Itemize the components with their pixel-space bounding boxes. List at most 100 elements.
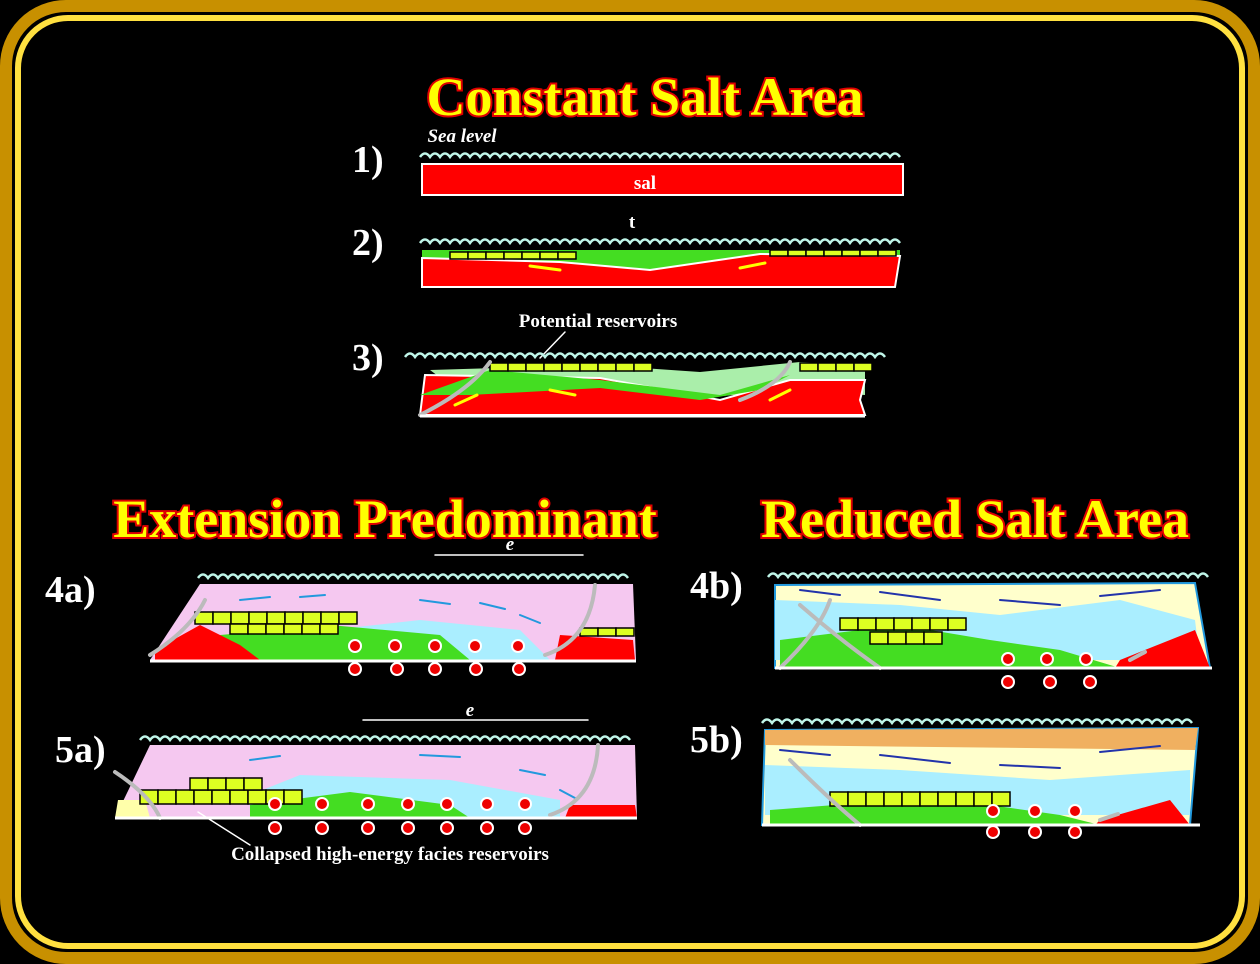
reservoir-dot [518, 797, 532, 811]
sea-level [196, 573, 630, 581]
reservoir-dot [348, 639, 362, 653]
carbonate [615, 627, 635, 637]
carbonate [947, 617, 967, 631]
annotation: Collapsed high-energy facies reservoirs [231, 844, 549, 865]
carbonate [283, 623, 303, 635]
reservoir-dot [1028, 825, 1042, 839]
fault [113, 743, 600, 820]
bedding [239, 594, 541, 624]
carbonate [243, 777, 263, 791]
carbonate [320, 611, 340, 625]
carbonate [193, 789, 213, 805]
reservoir-dot [428, 662, 442, 676]
reservoir-dot [469, 662, 483, 676]
carbonate [847, 791, 867, 807]
reservoir-dot [512, 662, 526, 676]
salt [1115, 630, 1210, 668]
carbonate [597, 627, 617, 637]
carbonate [579, 362, 599, 372]
carbonate [839, 617, 859, 631]
reservoir-dot [315, 821, 329, 835]
reservoir-dot [440, 797, 454, 811]
reservoir-dot [468, 639, 482, 653]
carbonate [539, 251, 559, 260]
panel-label: 4b) [690, 565, 743, 607]
carbonate [787, 249, 807, 257]
panel-label: 2) [352, 222, 384, 264]
reservoir-dot [361, 821, 375, 835]
reservoir-dot [1040, 652, 1054, 666]
carbonate [229, 789, 249, 805]
carbonate [929, 617, 949, 631]
annotation: Potential reservoirs [519, 311, 677, 332]
bedding [249, 754, 576, 799]
carbonate [905, 631, 925, 645]
carbonate [911, 617, 931, 631]
carbonate [525, 362, 545, 372]
carbonate [265, 623, 285, 635]
carbonate [175, 789, 195, 805]
bedding [779, 745, 1161, 769]
carbonate [229, 623, 249, 635]
carbonate [883, 791, 903, 807]
carbonate [597, 362, 617, 372]
bedding [799, 589, 1161, 606]
fault [788, 758, 1120, 827]
salt [555, 635, 635, 660]
carbonate [859, 249, 879, 257]
carbonate [247, 789, 267, 805]
reservoir-dot [1001, 652, 1015, 666]
salt-flow [453, 388, 792, 407]
carbonate [266, 611, 286, 625]
carbonate [991, 791, 1011, 807]
carbonate [901, 791, 921, 807]
reservoir-dot [428, 639, 442, 653]
fault [148, 583, 597, 657]
annotation: sal [634, 173, 656, 194]
carbonate [769, 249, 789, 257]
sediment [765, 728, 1198, 750]
salt [565, 805, 637, 818]
carbonate [503, 251, 523, 260]
carbonate [283, 789, 303, 805]
carbonate [319, 623, 339, 635]
sea-level [760, 718, 1194, 726]
carbonate [301, 623, 321, 635]
reservoir-dot [388, 639, 402, 653]
carbonate [875, 617, 895, 631]
salt [1095, 800, 1190, 825]
frame-inner [15, 15, 1245, 949]
carbonate [561, 362, 581, 372]
reservoir-dot [315, 797, 329, 811]
carbonate [489, 362, 509, 372]
carbonate [817, 362, 837, 372]
carbonate [302, 611, 322, 625]
carbonate [212, 611, 232, 625]
carbonate [189, 777, 209, 791]
reservoir-dot [480, 797, 494, 811]
carbonate [835, 362, 855, 372]
carbonate [841, 249, 861, 257]
carbonate [521, 251, 541, 260]
fault [778, 598, 1147, 670]
annotation: e [506, 534, 515, 555]
reservoir-dot [401, 797, 415, 811]
reservoir-dot [518, 821, 532, 835]
panel-label: 5b) [690, 719, 743, 761]
title: Extension Predominant [113, 489, 657, 549]
carbonate [973, 791, 993, 807]
reservoir-dot [268, 821, 282, 835]
carbonate [507, 362, 527, 372]
panel-label: 1) [352, 139, 384, 181]
sea-level [766, 572, 1210, 580]
annotation: e [466, 700, 475, 721]
carbonate [557, 251, 577, 260]
carbonate [865, 791, 885, 807]
carbonate [877, 249, 897, 257]
sea-level [418, 238, 902, 246]
carbonate [923, 631, 943, 645]
reservoir-dot [348, 662, 362, 676]
title: Constant Salt Area [426, 67, 863, 127]
reservoir-dot [268, 797, 282, 811]
carbonate [937, 791, 957, 807]
